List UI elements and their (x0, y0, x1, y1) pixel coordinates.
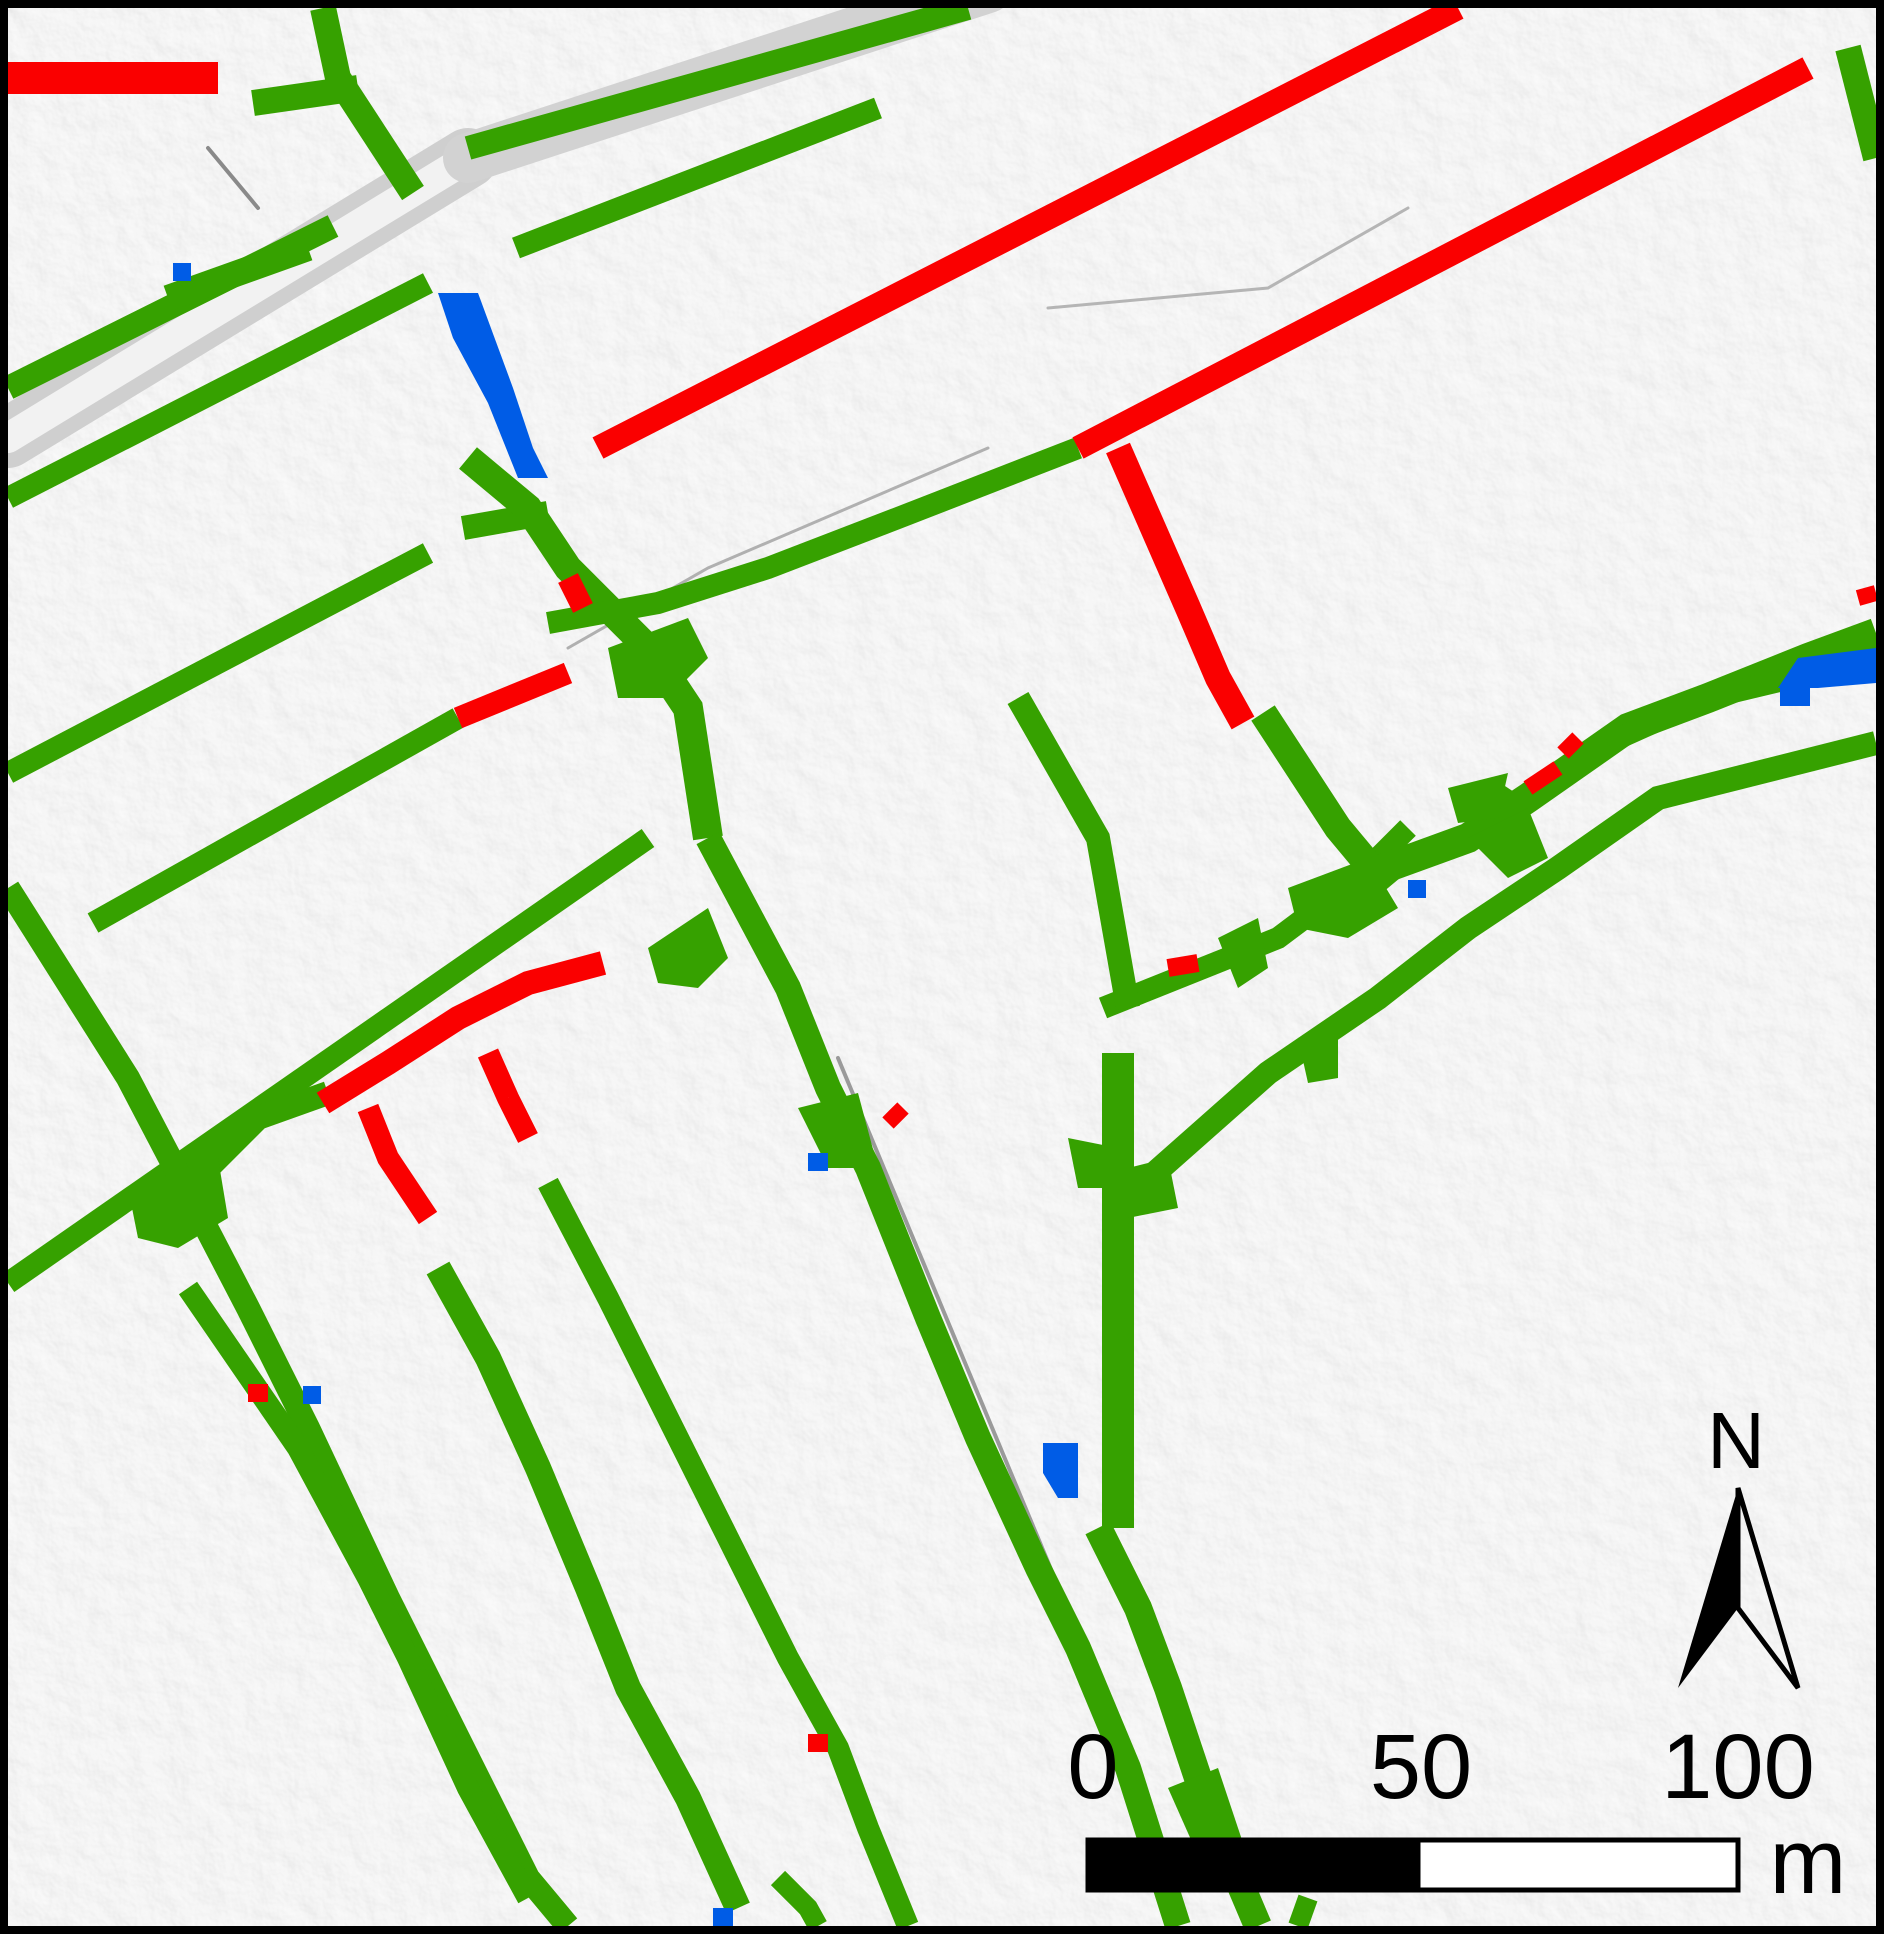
north-label: N (1707, 1396, 1765, 1485)
map-canvas: N 0 50 100 m (8, 8, 1876, 1926)
north-arrow: N (1678, 1396, 1801, 1690)
scale-label-50: 50 (1370, 1716, 1472, 1818)
red-network (8, 8, 1876, 1752)
scale-label-100: 100 (1661, 1716, 1815, 1818)
scale-segment-filled (1085, 1837, 1421, 1893)
green-network (8, 8, 1876, 1926)
scale-label-0: 0 (1067, 1716, 1118, 1818)
green-junctions (128, 618, 1548, 1878)
north-arrow-icon (1678, 1487, 1801, 1690)
scale-unit: m (1770, 1811, 1847, 1913)
scale-segment-empty (1415, 1837, 1741, 1893)
blue-network (173, 263, 1876, 1926)
scale-bar: 0 50 100 m (1067, 1716, 1846, 1913)
